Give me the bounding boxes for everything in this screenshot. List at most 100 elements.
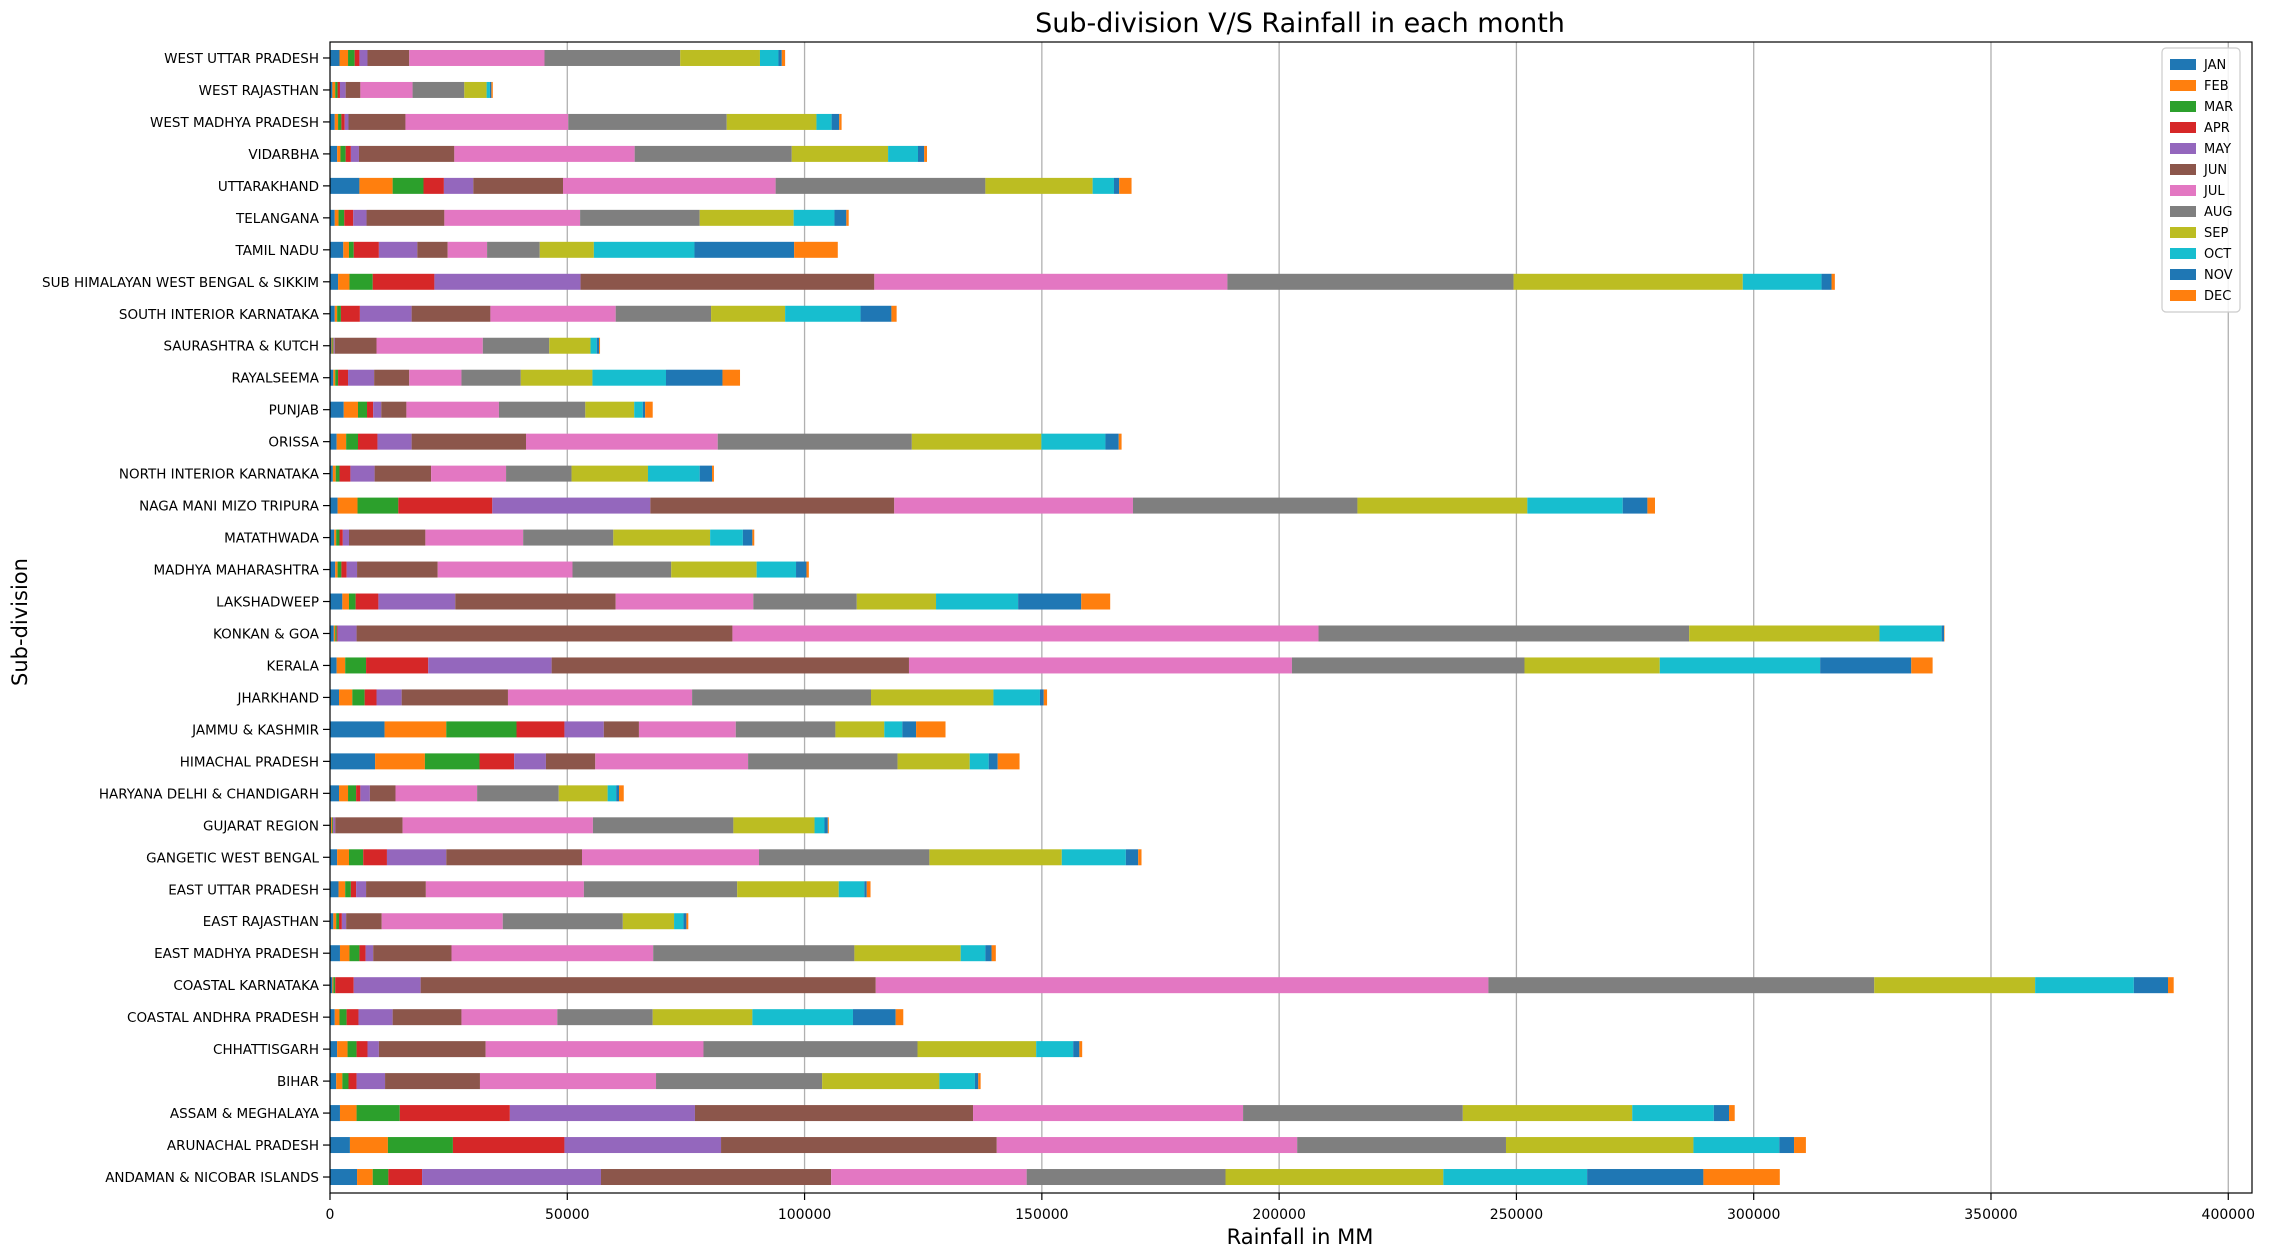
bar-segment-mar [373, 1169, 389, 1185]
bar-segment-jun [349, 530, 425, 546]
bar-segment-jul [395, 785, 477, 801]
bar-segment-dec [1794, 1137, 1806, 1153]
bar-segment-feb [335, 210, 339, 226]
bar-segment-may [377, 434, 411, 450]
y-tick-label: ARUNACHAL PRADESH [167, 1138, 319, 1154]
bar-segment-feb [339, 881, 346, 897]
bar-segment-jan [330, 1009, 335, 1025]
bar-segment-jan [330, 1105, 340, 1121]
bar-segment-jun [335, 817, 402, 833]
bar-segment-aug [461, 370, 520, 386]
y-tick-label: JHARKHAND [237, 690, 319, 706]
legend-swatch [2170, 101, 2196, 112]
bar-segment-dec [1703, 1169, 1779, 1185]
bar-segment-aug [1488, 977, 1874, 993]
bar-segment-jan [330, 1169, 357, 1185]
y-tick-label: ORISSA [268, 435, 319, 451]
bar-segment-oct [939, 1073, 975, 1089]
bar-segment-nov [1587, 1169, 1703, 1185]
bar-segment-may [564, 721, 603, 737]
bar-segment-aug [557, 1009, 652, 1025]
bar-segment-feb [333, 913, 336, 929]
bar-segment-feb [350, 1137, 388, 1153]
bar-segment-jun [385, 1073, 480, 1089]
legend-swatch [2170, 290, 2196, 301]
bar-segment-jul [382, 913, 503, 929]
x-tick-label: 300000 [1727, 1207, 1780, 1223]
bar-segment-apr [398, 498, 492, 514]
legend-swatch [2170, 227, 2196, 238]
bar-segment-jul [431, 466, 506, 482]
x-tick-label: 400000 [2202, 1207, 2255, 1223]
bar-segment-may [342, 913, 346, 929]
bar-segment-oct [674, 913, 683, 929]
bar-segment-dec [712, 466, 714, 482]
bar-segment-nov [694, 242, 794, 258]
y-tick-label: BIHAR [277, 1074, 319, 1090]
bar-segment-mar [345, 881, 351, 897]
bar-segment-dec [1079, 1041, 1082, 1057]
bar-segment-apr [479, 753, 514, 769]
bar-segment-oct [1036, 1041, 1073, 1057]
bar-segment-may [343, 530, 349, 546]
legend-label: APR [2204, 121, 2230, 136]
bar-segment-oct [815, 817, 825, 833]
bar-segment-dec [1044, 689, 1047, 705]
bar-segment-sep [653, 1009, 753, 1025]
bar-segment-nov [1822, 274, 1832, 290]
bar-segment-mar [338, 114, 341, 130]
bar-segment-jan [330, 146, 337, 162]
bar-segment-feb [339, 689, 352, 705]
bar-segment-aug [506, 466, 571, 482]
legend-swatch [2170, 185, 2196, 196]
bar-segment-sep [572, 466, 648, 482]
bar-segment-may [434, 274, 580, 290]
x-tick-label: 100000 [778, 1207, 831, 1223]
bar-segment-oct [1660, 657, 1820, 673]
bar-segment-sep [671, 562, 756, 578]
bar-segment-jul [831, 1169, 1027, 1185]
bar-segment-jun [379, 1041, 486, 1057]
bar-segment-dec [599, 338, 600, 354]
bar-segment-jan [330, 945, 340, 961]
bar-segment-aug [413, 82, 465, 98]
bar-segment-sep [1463, 1105, 1632, 1121]
bar-segment-jul [486, 1041, 704, 1057]
bar-segment-may [348, 370, 374, 386]
bar-segment-apr [341, 306, 360, 322]
bar-segment-apr [337, 625, 338, 641]
x-tick-label: 0 [326, 1207, 335, 1223]
bar-segment-sep [464, 82, 486, 98]
bar-segment-sep [711, 306, 785, 322]
bar-segment-aug [545, 50, 681, 66]
bar-segment-dec [1138, 849, 1141, 865]
bar-segment-apr [339, 530, 342, 546]
y-tick-label: EAST MADHYA PRADESH [154, 946, 319, 962]
bar-segment-jan [330, 306, 335, 322]
bar-segment-feb [337, 434, 346, 450]
bar-segment-nov [597, 338, 599, 354]
bar-segment-dec [1832, 274, 1835, 290]
bar-segment-jun [721, 1137, 997, 1153]
bar-segment-mar [358, 498, 399, 514]
bar-segment-aug [1027, 1169, 1226, 1185]
bar-segment-sep [623, 913, 674, 929]
bar-segment-apr [359, 945, 365, 961]
legend-label: SEP [2204, 226, 2228, 241]
x-tick-label: 250000 [1490, 1207, 1543, 1223]
bar-segment-nov [743, 530, 752, 546]
legend-label: MAR [2204, 100, 2233, 115]
bar-segment-jul [444, 210, 580, 226]
legend-swatch [2170, 164, 2196, 175]
bar-segment-apr [341, 562, 346, 578]
bar-segment-nov [616, 785, 619, 801]
bar-segment-jan [330, 785, 339, 801]
bar-segment-dec [828, 817, 829, 833]
y-tick-label: VIDARBHA [248, 147, 319, 163]
bar-segment-nov [824, 817, 827, 833]
bar-segment-apr [356, 785, 360, 801]
y-tick-label: WEST UTTAR PRADESH [164, 51, 319, 67]
bar-segment-mar [345, 657, 366, 673]
bar-segment-jul [616, 594, 754, 610]
y-tick-label: COASTAL ANDHRA PRADESH [127, 1010, 319, 1026]
